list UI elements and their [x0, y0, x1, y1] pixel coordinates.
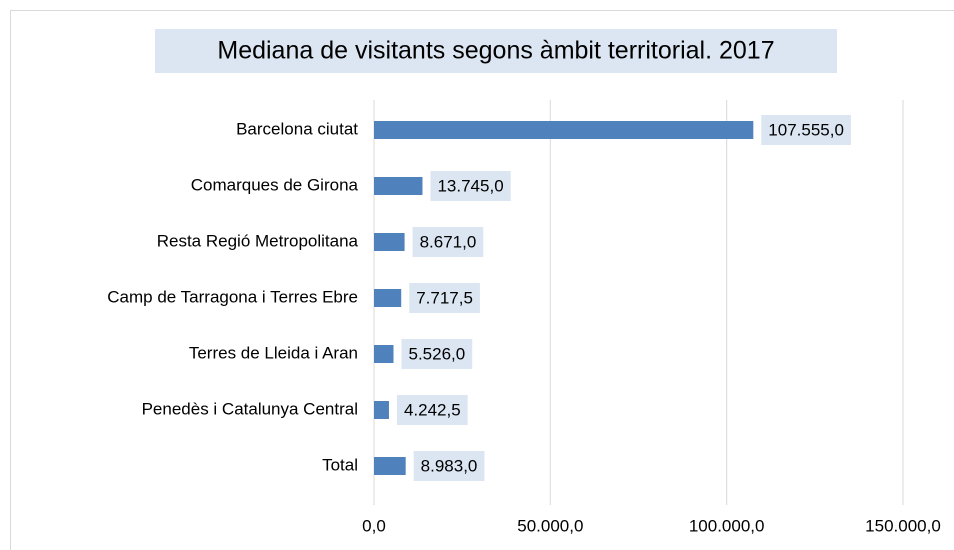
value-label-background — [761, 115, 851, 145]
bar — [374, 401, 389, 419]
chart-title: Mediana de visitants segons àmbit territ… — [217, 37, 774, 65]
value-label: 4.242,5 — [404, 400, 461, 419]
x-tick-label: 150.000,0 — [865, 516, 941, 535]
value-label-background — [413, 451, 485, 481]
bar — [374, 121, 754, 139]
value-label: 5.526,0 — [408, 344, 465, 363]
grid — [373, 100, 904, 505]
value-label-background — [409, 283, 480, 313]
marks: 107.555,0 13.745,0 8.671,0 7.717,5 5.526,0 4.… — [374, 115, 851, 481]
value-label-background — [396, 395, 468, 425]
y-tick-label: Total — [322, 455, 358, 474]
x-tick-label: 50.000,0 — [517, 516, 583, 535]
y-tick-label: Terres de Lleida i Aran — [189, 343, 358, 362]
value-label: 7.717,5 — [416, 288, 473, 307]
value-label-background — [430, 171, 511, 201]
y-tick-label: Resta Regió Metropolitana — [157, 231, 359, 250]
y-tick-label: Barcelona ciutat — [236, 119, 358, 138]
bar — [374, 345, 394, 363]
value-label-background — [412, 227, 484, 257]
value-label: 8.983,0 — [421, 456, 478, 475]
bar — [374, 457, 406, 475]
value-label-background — [401, 339, 473, 369]
value-label: 8.671,0 — [420, 232, 477, 251]
bar — [374, 233, 405, 251]
y-tick-label: Penedès i Catalunya Central — [142, 399, 358, 418]
value-label: 107.555,0 — [768, 120, 844, 139]
y-tick-label: Comarques de Girona — [191, 175, 359, 194]
y-tick-label: Camp de Tarragona i Terres Ebre — [107, 287, 358, 306]
value-label: 13.745,0 — [437, 176, 503, 195]
x-tick-label: 0,0 — [362, 516, 386, 535]
bar — [374, 177, 423, 195]
bar — [374, 289, 402, 307]
title-background — [155, 29, 837, 73]
x-tick-label: 100.000,0 — [689, 516, 765, 535]
